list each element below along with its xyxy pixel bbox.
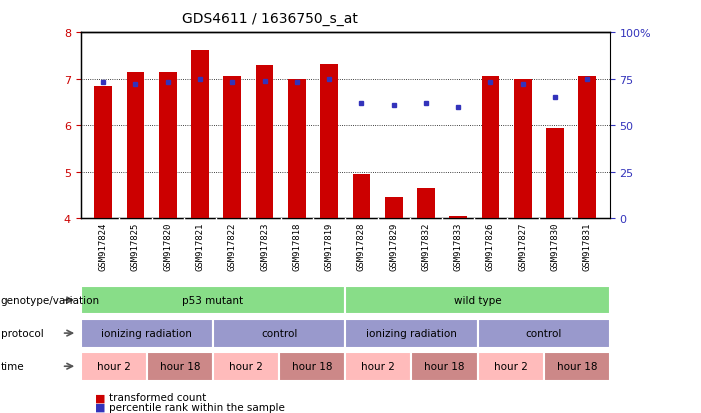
Text: GSM917833: GSM917833 bbox=[454, 222, 463, 270]
Bar bbox=[213, 319, 346, 348]
Text: hour 18: hour 18 bbox=[292, 361, 332, 372]
Bar bbox=[578, 77, 596, 219]
Bar bbox=[482, 77, 499, 219]
Text: GSM917829: GSM917829 bbox=[389, 222, 398, 270]
Bar bbox=[544, 352, 610, 381]
Text: GSM917819: GSM917819 bbox=[325, 222, 334, 270]
Text: hour 18: hour 18 bbox=[557, 361, 597, 372]
Bar bbox=[353, 175, 370, 219]
Text: transformed count: transformed count bbox=[109, 392, 206, 402]
Bar bbox=[159, 73, 177, 219]
Bar bbox=[514, 79, 531, 219]
Text: time: time bbox=[1, 361, 25, 372]
Text: control: control bbox=[526, 328, 562, 339]
Text: hour 2: hour 2 bbox=[97, 361, 130, 372]
Text: ionizing radiation: ionizing radiation bbox=[366, 328, 457, 339]
Text: wild type: wild type bbox=[454, 295, 501, 306]
Text: GSM917822: GSM917822 bbox=[228, 222, 237, 270]
Text: genotype/variation: genotype/variation bbox=[1, 295, 100, 306]
Bar bbox=[346, 286, 610, 315]
Text: p53 mutant: p53 mutant bbox=[182, 295, 243, 306]
Text: hour 2: hour 2 bbox=[494, 361, 528, 372]
Text: protocol: protocol bbox=[1, 328, 43, 339]
Text: GSM917832: GSM917832 bbox=[421, 222, 430, 270]
Text: GSM917818: GSM917818 bbox=[292, 222, 301, 270]
Bar bbox=[346, 319, 477, 348]
Text: GSM917830: GSM917830 bbox=[550, 222, 559, 270]
Bar bbox=[95, 86, 112, 219]
Bar bbox=[81, 352, 147, 381]
Text: hour 18: hour 18 bbox=[424, 361, 465, 372]
Bar bbox=[288, 79, 306, 219]
Bar bbox=[213, 352, 279, 381]
Text: GSM917821: GSM917821 bbox=[196, 222, 205, 270]
Text: GSM917825: GSM917825 bbox=[131, 222, 140, 270]
Bar bbox=[147, 352, 213, 381]
Bar bbox=[449, 216, 467, 219]
Bar bbox=[81, 286, 346, 315]
Bar bbox=[411, 352, 477, 381]
Text: GSM917823: GSM917823 bbox=[260, 222, 269, 270]
Bar bbox=[385, 198, 402, 219]
Bar bbox=[81, 319, 213, 348]
Bar bbox=[546, 128, 564, 219]
Text: ionizing radiation: ionizing radiation bbox=[102, 328, 192, 339]
Bar bbox=[417, 189, 435, 219]
Bar bbox=[191, 51, 209, 219]
Bar bbox=[279, 352, 346, 381]
Text: GDS4611 / 1636750_s_at: GDS4611 / 1636750_s_at bbox=[182, 12, 358, 26]
Bar bbox=[477, 319, 610, 348]
Bar bbox=[346, 352, 411, 381]
Text: ■: ■ bbox=[95, 392, 105, 402]
Bar bbox=[320, 64, 338, 219]
Bar bbox=[256, 66, 273, 219]
Text: percentile rank within the sample: percentile rank within the sample bbox=[109, 402, 285, 412]
Text: control: control bbox=[261, 328, 297, 339]
Bar bbox=[127, 73, 144, 219]
Text: ■: ■ bbox=[95, 402, 105, 412]
Text: GSM917831: GSM917831 bbox=[583, 222, 592, 270]
Text: GSM917820: GSM917820 bbox=[163, 222, 172, 270]
Text: hour 18: hour 18 bbox=[160, 361, 200, 372]
Bar bbox=[224, 77, 241, 219]
Text: hour 2: hour 2 bbox=[362, 361, 395, 372]
Bar bbox=[477, 352, 544, 381]
Text: hour 2: hour 2 bbox=[229, 361, 263, 372]
Text: GSM917826: GSM917826 bbox=[486, 222, 495, 270]
Text: GSM917824: GSM917824 bbox=[99, 222, 108, 270]
Text: GSM917828: GSM917828 bbox=[357, 222, 366, 270]
Text: GSM917827: GSM917827 bbox=[518, 222, 527, 270]
